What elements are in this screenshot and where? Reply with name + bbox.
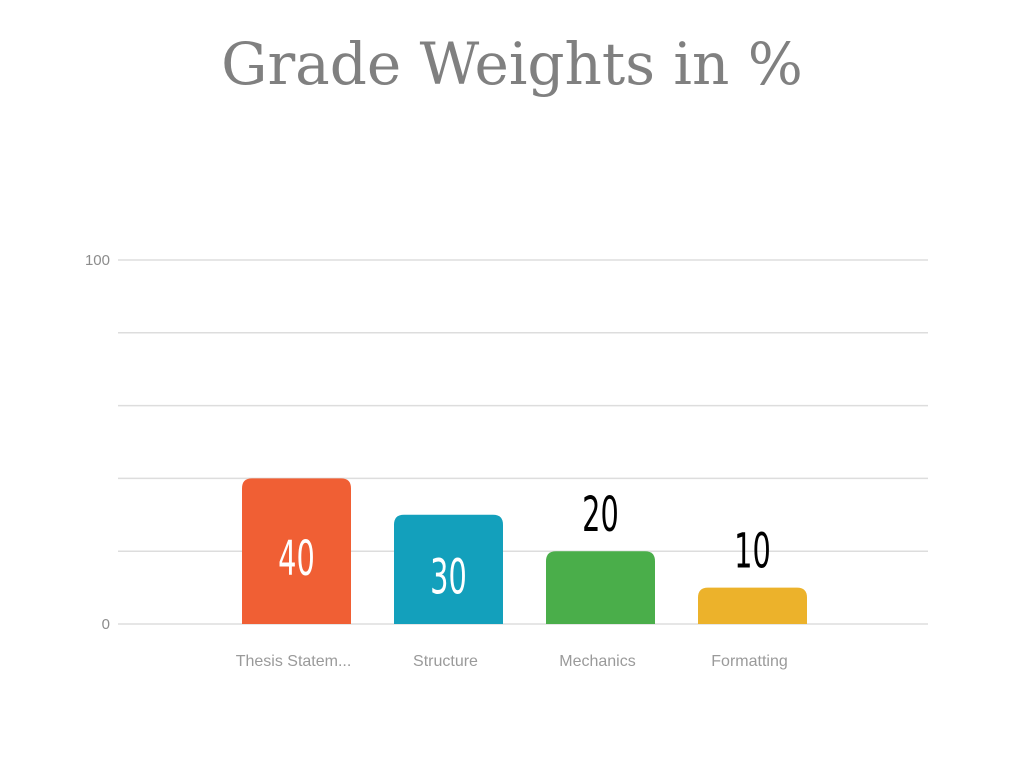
bar <box>698 587 807 624</box>
data-label: 30 <box>430 550 467 606</box>
bar <box>394 514 503 624</box>
bar <box>546 551 655 624</box>
data-label: 20 <box>582 488 619 544</box>
data-label: 40 <box>278 532 315 588</box>
bar <box>242 478 351 624</box>
chart-title: Grade Weights in % <box>221 30 803 98</box>
y-tick-label: 100 <box>85 252 110 269</box>
category-label: Thesis Statem... <box>236 653 352 670</box>
y-tick-label: 0 <box>102 616 110 633</box>
data-label: 10 <box>734 524 771 580</box>
category-label: Mechanics <box>559 653 635 670</box>
category-label: Structure <box>413 653 478 670</box>
category-label: Formatting <box>711 653 787 670</box>
